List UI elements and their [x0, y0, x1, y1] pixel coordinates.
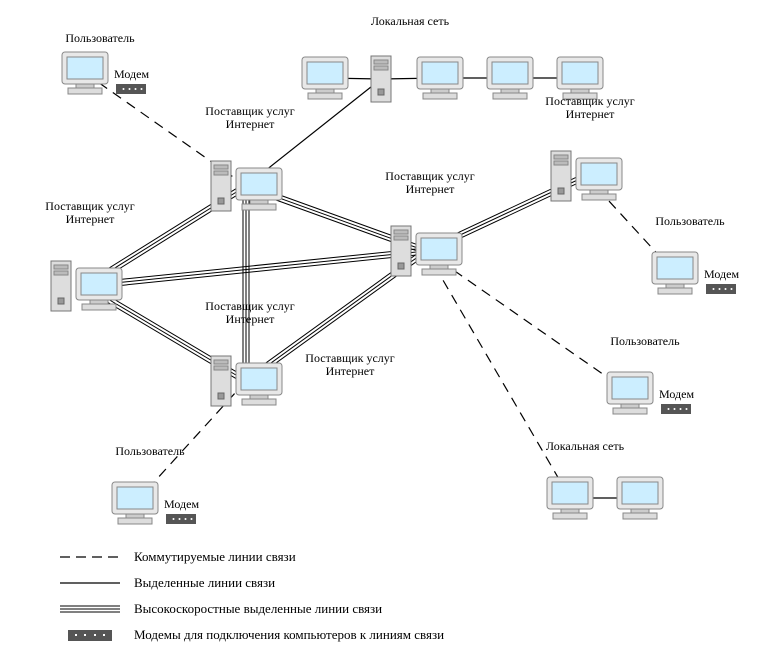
legend: Коммутируемые линии связи Выделенные лин… [60, 548, 444, 652]
node-isp4: Поставщик услуг Интернет [50, 260, 126, 317]
modem-label: Модем [164, 498, 199, 511]
legend-modem-label: Модемы для подключения компьютеров к лин… [134, 627, 444, 643]
node-isp5: Поставщик услуг Интернет [210, 355, 286, 412]
node-user1: МодемПользователь [60, 50, 150, 101]
modem-label: Модем [704, 268, 739, 281]
node-label: Пользователь [40, 32, 160, 45]
node-user4: МодемПользователь [110, 480, 200, 531]
node-lan1t: Локальная сеть [370, 55, 392, 108]
node-label: Поставщик услуг Интернет [370, 170, 490, 196]
node-lan1c [485, 55, 535, 106]
node-label: Пользователь [630, 215, 750, 228]
node-lan2b [615, 475, 665, 526]
node-label: Локальная сеть [350, 15, 470, 28]
node-label: Поставщик услуг Интернет [530, 95, 650, 121]
node-label: Поставщик услуг Интернет [190, 105, 310, 131]
legend-dashed: Коммутируемые линии связи [60, 548, 444, 566]
node-label: Пользователь [90, 445, 210, 458]
node-isp3: Поставщик услуг Интернет [550, 150, 626, 207]
node-user3: МодемПользователь [605, 370, 695, 421]
node-label: Поставщик услуг Интернет [190, 300, 310, 326]
node-user2: МодемПользователь [650, 250, 740, 301]
legend-dashed-label: Коммутируемые линии связи [134, 549, 296, 565]
node-isp1: Поставщик услуг Интернет [210, 160, 286, 217]
legend-modem: Модемы для подключения компьютеров к лин… [60, 626, 444, 644]
node-label: Пользователь [585, 335, 705, 348]
legend-triple: Высокоскоростные выделенные линии связи [60, 600, 444, 618]
legend-solid: Выделенные линии связи [60, 574, 444, 592]
modem-label: Модем [659, 388, 694, 401]
modem-label: Модем [114, 68, 149, 81]
node-lan1b [415, 55, 465, 106]
node-lan2a: Локальная сеть [545, 475, 595, 526]
legend-triple-label: Высокоскоростные выделенные линии связи [134, 601, 382, 617]
node-label: Поставщик услуг Интернет [30, 200, 150, 226]
node-label: Локальная сеть [525, 440, 645, 453]
node-lan1a [300, 55, 350, 106]
legend-solid-label: Выделенные линии связи [134, 575, 275, 591]
node-isp2: Поставщик услуг Интернет [390, 225, 466, 282]
node-label: Поставщик услуг Интернет [290, 352, 410, 378]
